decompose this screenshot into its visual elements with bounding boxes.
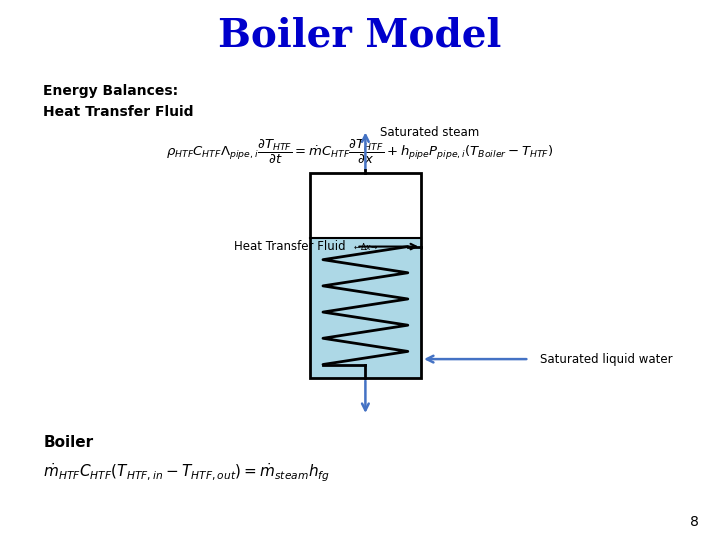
Bar [310,173,421,378]
Text: $\rho_{HTF}C_{HTF}\Lambda_{pipe,i}\dfrac{\partial T_{HTF}}{\partial t} = \dot{m}: $\rho_{HTF}C_{HTF}\Lambda_{pipe,i}\dfrac… [166,138,554,166]
Text: Saturated liquid water: Saturated liquid water [540,353,672,366]
Text: $\leftarrow\!\Delta x\!\rightarrow$: $\leftarrow\!\Delta x\!\rightarrow$ [352,241,379,252]
Text: 8: 8 [690,515,698,529]
Text: Heat Transfer Fluid: Heat Transfer Fluid [234,240,346,253]
Text: Heat Transfer Fluid: Heat Transfer Fluid [43,105,194,119]
Bar [310,173,421,239]
Text: Saturated steam: Saturated steam [380,126,479,139]
Text: Boiler Model: Boiler Model [218,16,502,54]
Text: Boiler: Boiler [43,435,94,450]
Text: $\dot{m}_{HTF}C_{HTF}\left(T_{HTF,in} - T_{HTF,out}\right) = \dot{m}_{steam}h_{f: $\dot{m}_{HTF}C_{HTF}\left(T_{HTF,in} - … [43,462,330,484]
Text: Energy Balances:: Energy Balances: [43,84,179,98]
Bar [310,239,421,378]
